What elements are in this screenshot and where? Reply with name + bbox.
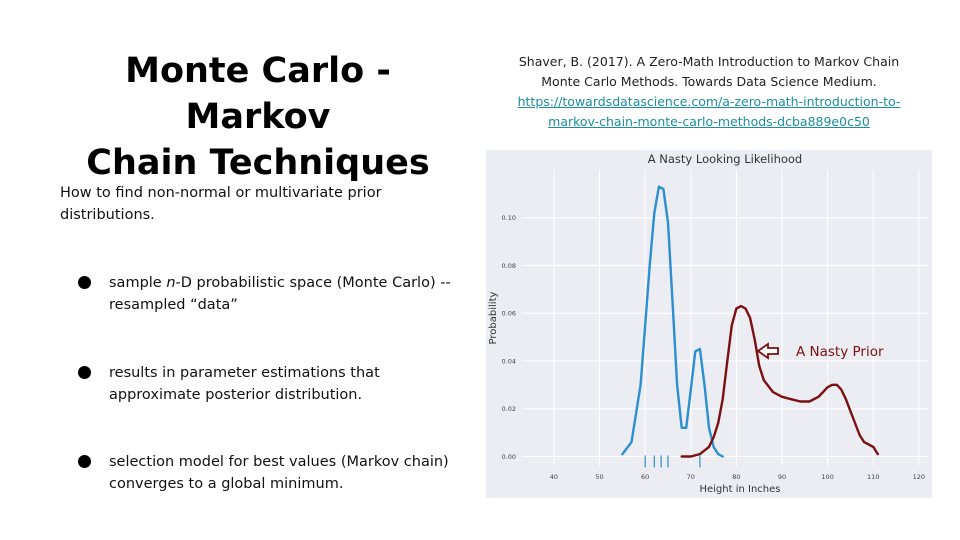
x-tick-label: 60 bbox=[641, 473, 649, 481]
slide-title: Monte Carlo - Markov Chain Techniques bbox=[48, 48, 468, 186]
likelihood-curve bbox=[621, 185, 724, 458]
annotation-arrow-icon bbox=[756, 342, 779, 360]
bullet-text: selection model for best values (Markov … bbox=[109, 454, 449, 492]
y-tick-label: 0.10 bbox=[502, 214, 516, 222]
x-tick-label: 110 bbox=[867, 473, 879, 481]
bullet-monte-carlo: sample n-D probabilistic space (Monte Ca… bbox=[78, 272, 468, 316]
likelihood-chart: 40 50 60 70 80 90 100 110 120 0.00 0.02 0.04 0.06 0.0… bbox=[486, 150, 932, 498]
prior-curve bbox=[680, 304, 879, 458]
title-line-2: Chain Techniques bbox=[86, 143, 430, 183]
bullet-dot-icon bbox=[78, 366, 91, 379]
bullet-parameter-estimation: results in parameter estimations that ap… bbox=[78, 362, 468, 406]
bullet-markov-chain: selection model for best values (Markov … bbox=[78, 451, 468, 495]
citation-link-line-2[interactable]: markov-chain-monte-carlo-methods-dcba889… bbox=[548, 114, 870, 129]
citation-link-line-1[interactable]: https://towardsdatascience.com/a-zero-ma… bbox=[517, 94, 901, 109]
chart-svg: 40 50 60 70 80 90 100 110 120 0.00 0.02 0.04 0.06 0.0… bbox=[488, 152, 928, 495]
x-tick-label: 50 bbox=[595, 473, 603, 481]
y-axis-label: Probability bbox=[488, 291, 499, 344]
bullet-text: results in parameter estimations that ap… bbox=[109, 365, 380, 403]
y-tick-label: 0.00 bbox=[502, 453, 516, 461]
citation-line-2: Monte Carlo Methods. Towards Data Scienc… bbox=[541, 74, 877, 89]
x-tick-label: 70 bbox=[687, 473, 695, 481]
y-tick-label: 0.08 bbox=[502, 262, 516, 270]
y-tick-label: 0.04 bbox=[502, 357, 516, 365]
x-axis-label: Height in Inches bbox=[699, 484, 780, 495]
chart-title: A Nasty Looking Likelihood bbox=[648, 152, 803, 166]
citation-line-1: Shaver, B. (2017). A Zero-Math Introduct… bbox=[518, 54, 900, 69]
y-tick-label: 0.02 bbox=[502, 405, 516, 413]
intro-text: How to find non-normal or multivariate p… bbox=[60, 185, 382, 223]
bullet-dot-icon bbox=[78, 276, 91, 289]
annotation-label: A Nasty Prior bbox=[796, 344, 884, 360]
citation: Shaver, B. (2017). A Zero-Math Introduct… bbox=[492, 52, 926, 132]
bullet-text: sample n-D probabilistic space (Monte Ca… bbox=[109, 275, 451, 313]
bullet-emphasis: n bbox=[166, 275, 176, 291]
x-tick-label: 120 bbox=[913, 473, 925, 481]
x-tick-label: 90 bbox=[778, 473, 786, 481]
bullet-dot-icon bbox=[78, 455, 91, 468]
x-tick-label: 40 bbox=[550, 473, 558, 481]
title-line-1: Monte Carlo - Markov bbox=[125, 51, 391, 137]
y-tick-label: 0.06 bbox=[502, 310, 516, 318]
x-tick-label: 100 bbox=[821, 473, 833, 481]
x-tick-label: 80 bbox=[732, 473, 740, 481]
